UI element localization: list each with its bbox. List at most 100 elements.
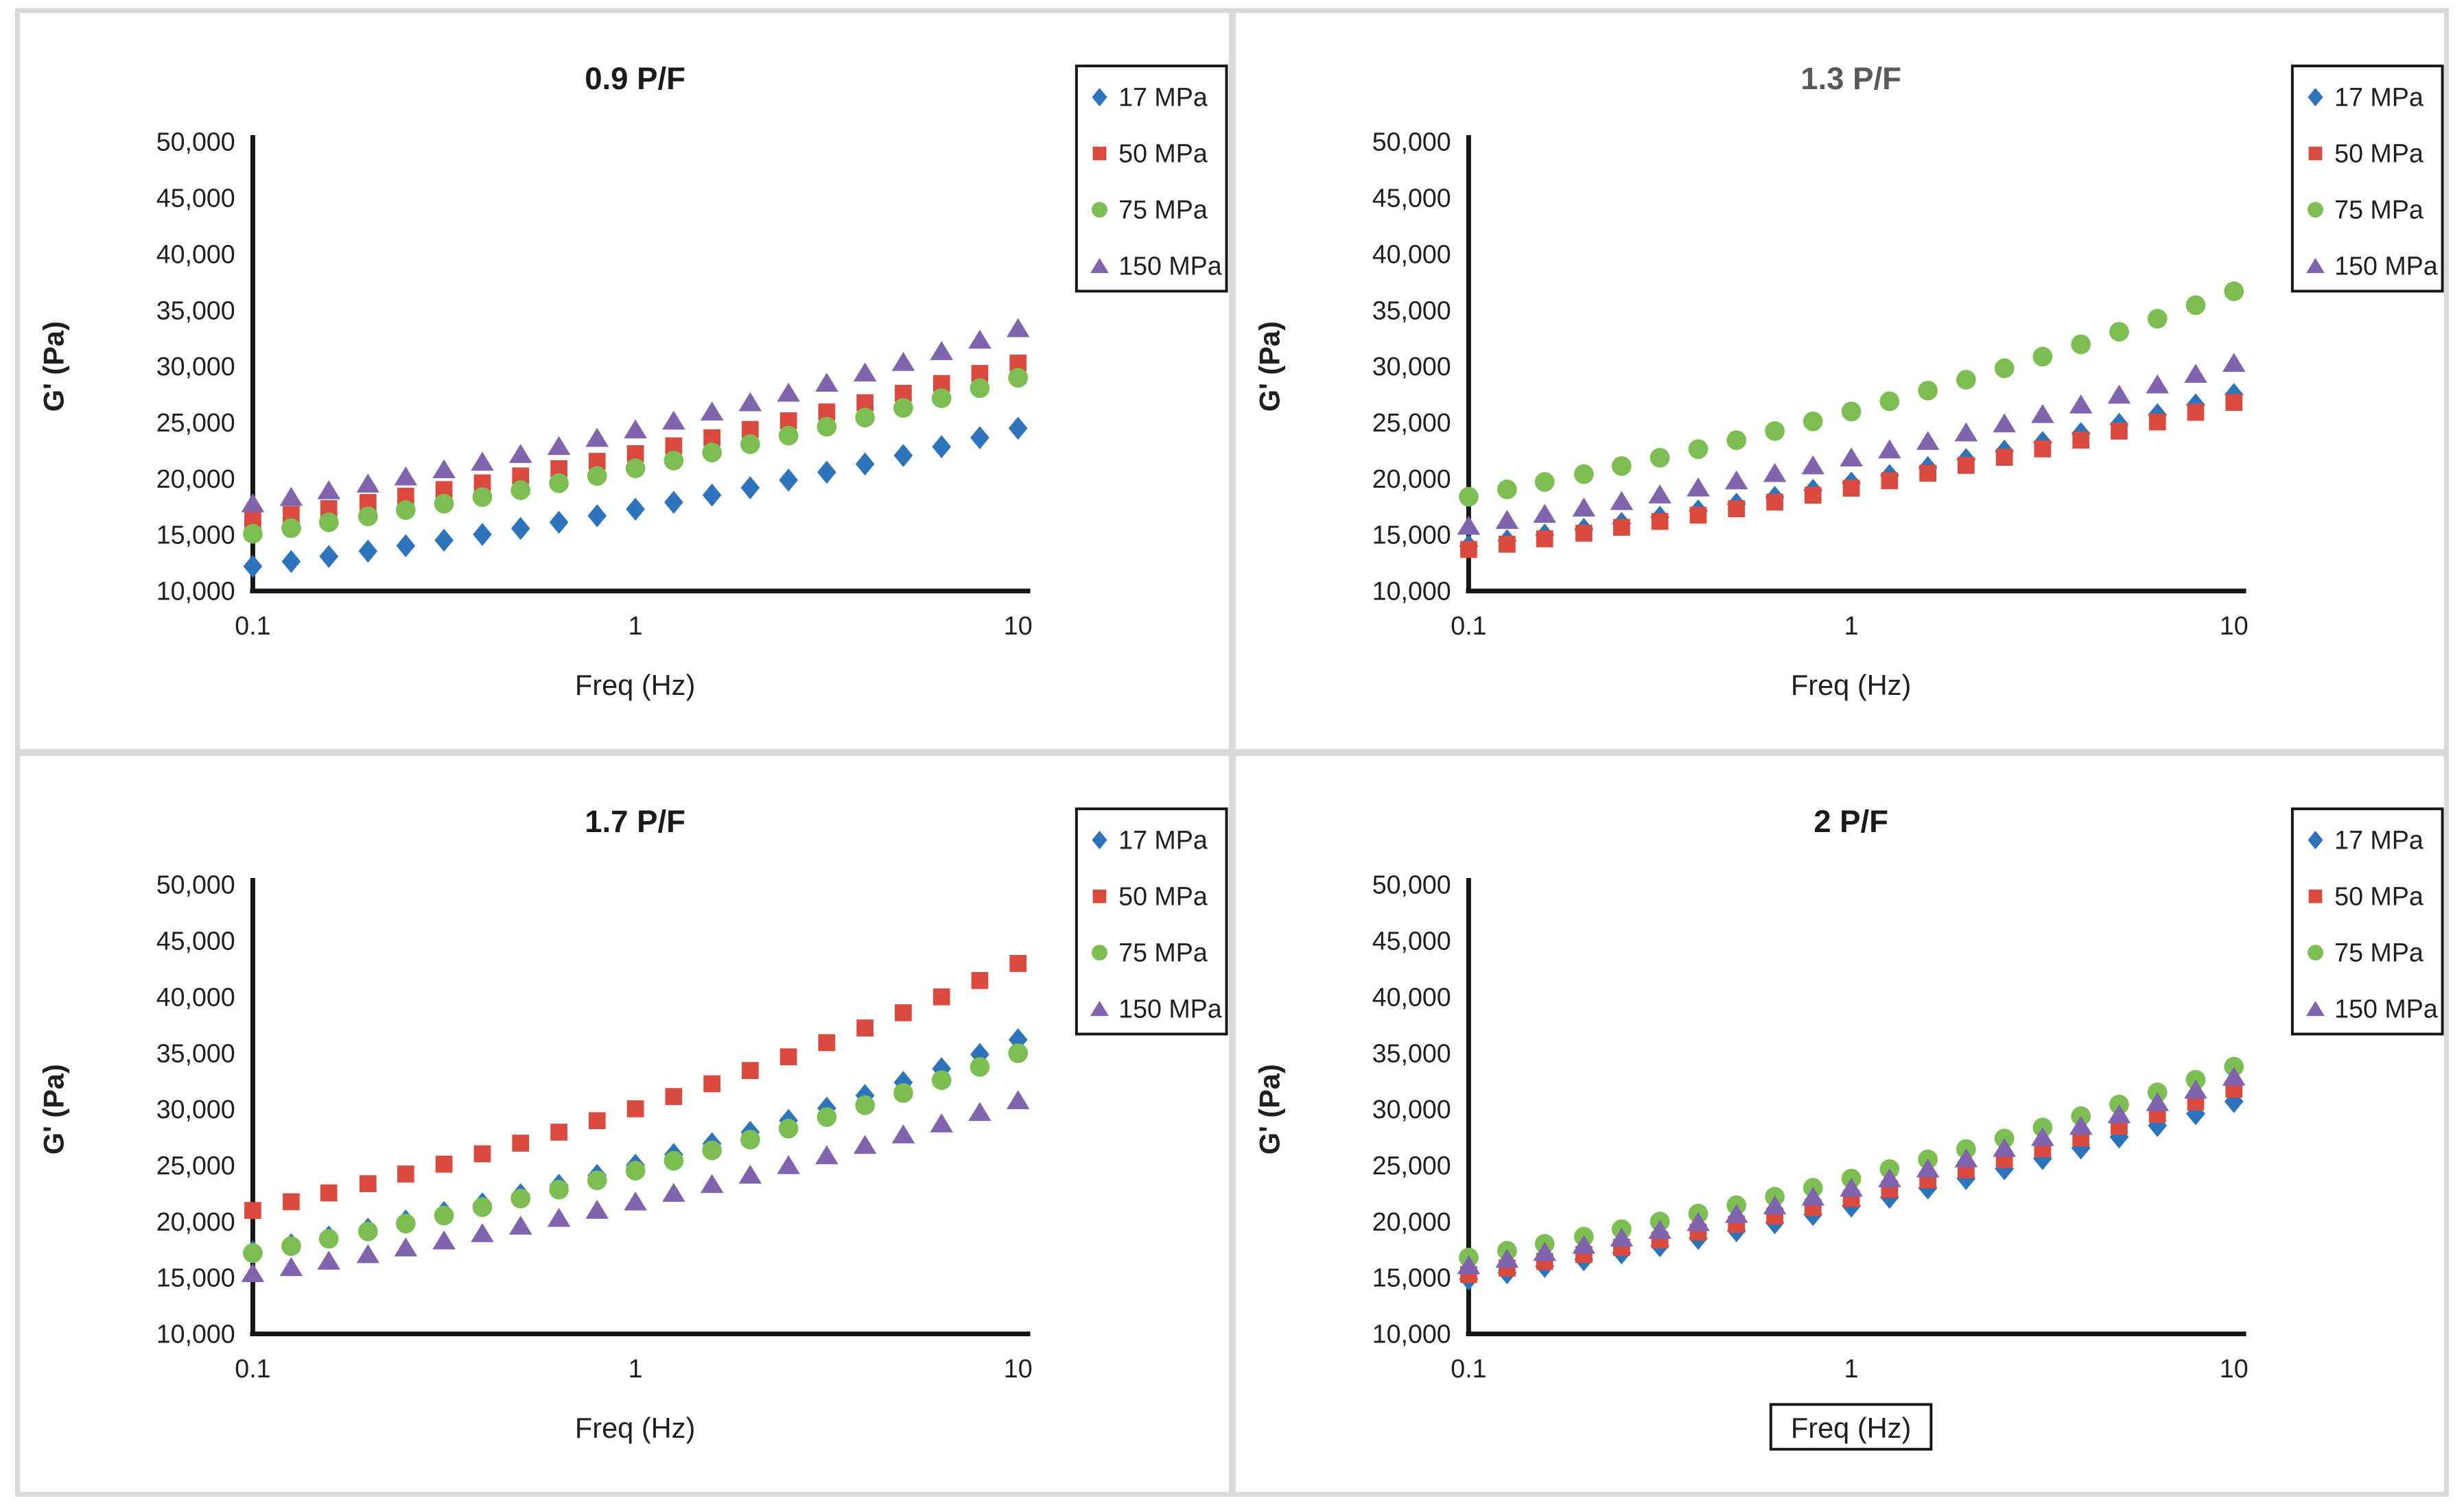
data-point-circle [1764, 421, 1785, 441]
data-point-circle [970, 378, 990, 399]
data-point-triangle [1954, 1148, 1978, 1168]
legend-label: 17 MPa [1118, 825, 1208, 854]
y-tick-label: 50,000 [156, 128, 235, 156]
legend-label: 17 MPa [1118, 82, 1208, 111]
data-point-triangle [700, 401, 724, 421]
legend-item: 75 MPa [1091, 195, 1208, 224]
data-point-diamond [817, 460, 836, 484]
chart-title: 1.7 P/F [585, 804, 685, 839]
data-point-circle [855, 407, 876, 428]
data-point-diamond [855, 452, 875, 476]
data-point-triangle [1571, 497, 1595, 517]
data-point-circle [1650, 447, 1669, 468]
data-point-diamond [587, 504, 607, 528]
scatter-plot-0.9pf: 0.9 P/F G' (Pa) Freq (Hz) 50,000 45,000 40… [37, 61, 1228, 701]
y-tick-label: 10,000 [156, 576, 235, 605]
data-point-triangle [624, 1191, 647, 1211]
data-point-circle [1688, 439, 1708, 460]
data-point-circle [893, 398, 913, 418]
data-point-triangle [1800, 455, 1824, 475]
data-point-circle [2223, 281, 2244, 301]
data-point-square [932, 988, 950, 1006]
data-point-square [1612, 519, 1630, 536]
series-75-mpa [1458, 281, 2244, 507]
x-tick-label: 10 [1004, 1354, 1033, 1383]
legend-circle-icon [1091, 945, 1107, 961]
data-point-triangle [1686, 1211, 1710, 1231]
data-point-circle [395, 500, 416, 520]
y-tick-label: 40,000 [1372, 982, 1451, 1011]
data-point-triangle [930, 1113, 954, 1133]
data-point-circle [434, 493, 454, 514]
data-point-triangle [1609, 1227, 1633, 1247]
legend-diamond-icon [2307, 831, 2323, 850]
x-axis-title-selection-box [1769, 1403, 1932, 1451]
data-point-circle [817, 416, 837, 437]
data-point-triangle [891, 1124, 915, 1143]
y-tick-label: 15,000 [1372, 1264, 1451, 1292]
series-50-mpa [1459, 394, 2242, 558]
x-tick-label: 0.1 [235, 1354, 270, 1383]
data-point-circle [1994, 358, 2014, 379]
series-50-mpa [244, 955, 1027, 1219]
x-tick-label: 0.1 [1451, 1354, 1486, 1383]
x-axis-title: Freq (Hz) [575, 1412, 695, 1444]
data-point-circle [1841, 401, 1861, 422]
data-point-square [2148, 413, 2166, 431]
data-point-circle [1803, 411, 1823, 431]
data-point-circle [740, 434, 760, 454]
series-150-mpa [241, 1090, 1030, 1283]
data-point-triangle [1839, 447, 1863, 466]
data-point-triangle [1571, 1235, 1595, 1254]
data-point-diamond [970, 426, 989, 449]
legend: 17 MPa 50 MPa 75 MPa 150 MPa [1075, 64, 1228, 293]
legend-label: 150 MPa [2334, 995, 2438, 1023]
data-point-circle [472, 487, 493, 507]
data-point-circle [318, 1229, 339, 1249]
data-point-circle [740, 1130, 760, 1150]
data-point-triangle [853, 362, 877, 382]
data-point-triangle [1916, 1158, 1939, 1178]
data-point-triangle [356, 473, 380, 493]
y-tick-label: 40,000 [156, 982, 235, 1011]
data-point-triangle [777, 1154, 800, 1174]
data-point-square [473, 1145, 491, 1163]
y-tick-label: 50,000 [1372, 128, 1451, 156]
data-point-triangle [662, 410, 685, 430]
data-point-circle [855, 1095, 876, 1115]
data-point-square [1575, 524, 1593, 542]
data-point-square [1804, 486, 1822, 504]
legend-square-icon [2308, 146, 2322, 161]
y-axis-title: G' (Pa) [37, 1064, 69, 1154]
data-point-circle [511, 1188, 531, 1209]
data-point-triangle [279, 486, 303, 506]
plot-content: 50,000 45,000 40,000 35,000 30,000 25,000 20,0… [156, 807, 1228, 1383]
data-point-square [2072, 431, 2089, 449]
data-point-triangle [2183, 364, 2207, 383]
data-point-triangle [394, 466, 418, 486]
data-point-triangle [1724, 1204, 1748, 1223]
data-point-triangle [968, 329, 992, 349]
y-tick-label: 25,000 [156, 1151, 235, 1180]
legend-item: 150 MPa [2305, 252, 2437, 281]
data-point-circle [243, 1243, 263, 1264]
y-tick-label: 10,000 [156, 1319, 235, 1348]
x-tick-label: 10 [2219, 1354, 2248, 1383]
legend-triangle-icon [1090, 258, 1109, 274]
y-tick-label: 15,000 [156, 1264, 235, 1292]
y-tick-label: 20,000 [156, 464, 235, 493]
y-tick-label: 25,000 [156, 408, 235, 437]
x-tick-label: 0.1 [235, 611, 270, 640]
scatter-plot-1.3pf: 1.3 P/F G' (Pa) Freq (Hz) 50,000 45,000 40… [1253, 61, 2444, 701]
data-point-triangle [2107, 384, 2131, 404]
data-point-triangle [2222, 353, 2246, 372]
data-point-triangle [1877, 439, 1901, 459]
data-point-circle [702, 1140, 722, 1161]
data-point-circle [1611, 456, 1632, 476]
y-tick-label: 45,000 [156, 184, 235, 213]
data-point-square [779, 1048, 797, 1066]
data-point-circle [1726, 430, 1746, 451]
legend-circle-icon [2307, 202, 2323, 218]
series-75-mpa [243, 368, 1029, 544]
y-tick-label: 50,000 [156, 870, 235, 899]
